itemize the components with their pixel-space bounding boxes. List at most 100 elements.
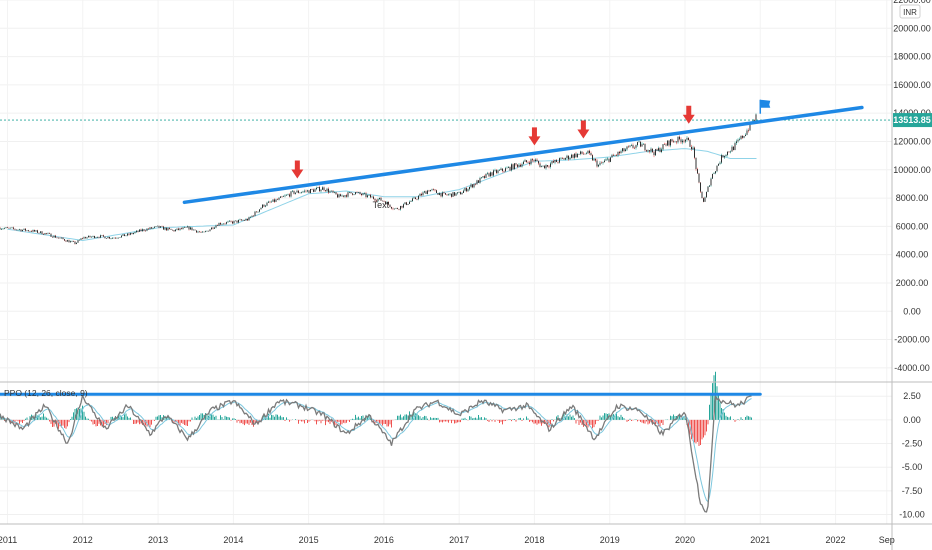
candle-body xyxy=(70,241,71,243)
candle-body xyxy=(446,194,448,196)
candle-body xyxy=(295,192,296,194)
candle-body xyxy=(508,166,509,168)
candle-body xyxy=(299,192,301,194)
candle-body xyxy=(580,151,581,154)
candle-body xyxy=(475,183,476,185)
candle-body xyxy=(59,237,61,239)
indicator-tick-label: -7.50 xyxy=(902,486,923,496)
candle-body xyxy=(190,227,191,230)
candle-body xyxy=(185,227,187,228)
candle-body xyxy=(224,223,226,225)
indicator-axis[interactable]: 2.50 0.00 -2.50 -5.00 -7.50 -10.00 xyxy=(899,391,925,519)
candle-body xyxy=(506,167,508,169)
candle-body xyxy=(298,190,299,193)
price-tick-label: 12000.00 xyxy=(893,136,931,146)
candle-body xyxy=(145,230,146,232)
currency-badge-frame xyxy=(899,4,921,19)
time-axis[interactable]: 2011 2012 2013 2014 2015 2016 2017 2018 2019 2020… xyxy=(0,535,895,545)
candle-body xyxy=(170,228,172,230)
candle-body xyxy=(616,155,617,156)
candle-body xyxy=(646,150,647,152)
price-pane[interactable]: Text xyxy=(0,99,892,245)
candle-body xyxy=(416,199,418,200)
candle-body xyxy=(319,187,320,192)
candle-body xyxy=(610,157,611,162)
candle-body xyxy=(296,190,298,193)
candle-body xyxy=(340,194,341,197)
candle-body xyxy=(644,144,646,151)
candle-body xyxy=(568,155,569,160)
candle-body xyxy=(469,186,470,190)
candle-body xyxy=(0,227,1,230)
candle-body xyxy=(43,234,44,235)
candle-body xyxy=(167,227,169,231)
candle-body xyxy=(683,140,685,142)
candle-body xyxy=(484,176,485,178)
candle-body xyxy=(563,158,565,160)
candle-body xyxy=(113,237,115,239)
candle-body xyxy=(76,242,77,244)
candle-body xyxy=(14,228,16,230)
candle-body xyxy=(44,233,46,235)
candle-body xyxy=(338,194,340,198)
candle-body xyxy=(122,234,124,236)
candle-body xyxy=(464,188,466,191)
candle-body xyxy=(592,155,593,161)
candle-body xyxy=(556,159,557,163)
candle-body xyxy=(199,231,200,233)
candle-body xyxy=(197,231,199,233)
candle-body xyxy=(154,226,155,228)
candle-body xyxy=(509,166,511,171)
candle-body xyxy=(64,239,65,241)
candle-body xyxy=(521,164,523,167)
candle-body xyxy=(577,154,578,158)
candle-body xyxy=(247,219,248,221)
candle-body xyxy=(241,219,242,221)
candle-body xyxy=(85,237,86,239)
candle-body xyxy=(512,164,514,170)
candle-body xyxy=(91,236,92,238)
ppo-pane[interactable]: PPO (12, 26, close, 9) xyxy=(0,371,762,513)
candle-body xyxy=(415,197,416,200)
candle-body xyxy=(376,200,377,202)
candle-body xyxy=(151,227,152,229)
candle-body xyxy=(136,230,137,233)
candle-body xyxy=(548,166,550,168)
candle-body xyxy=(62,237,64,240)
candle-body xyxy=(527,161,529,163)
candle-body xyxy=(110,238,112,239)
candle-body xyxy=(148,228,149,230)
candle-body xyxy=(442,192,443,197)
candle-body xyxy=(79,239,80,241)
currency-label: INR xyxy=(903,8,917,17)
candle-body xyxy=(289,194,290,197)
candle-body xyxy=(275,199,277,202)
candle-body xyxy=(448,194,449,196)
candle-body xyxy=(329,191,331,193)
candle-body xyxy=(142,229,143,232)
candle-body xyxy=(625,149,626,152)
candle-body xyxy=(389,204,391,208)
candle-body xyxy=(535,159,536,162)
candle-body xyxy=(356,192,358,193)
candle-body xyxy=(653,152,655,156)
candle-body xyxy=(292,190,293,192)
resistance-trend-line[interactable] xyxy=(182,105,864,205)
candle-body xyxy=(584,153,586,155)
candle-body xyxy=(547,165,548,167)
candle-body xyxy=(538,161,539,164)
candle-body xyxy=(434,189,436,191)
last-price-badge-bg xyxy=(893,113,932,128)
candle-body xyxy=(421,193,422,196)
candle-body xyxy=(302,191,304,193)
candle-body xyxy=(589,150,590,154)
candle-body xyxy=(452,192,454,197)
candle-body xyxy=(673,141,674,143)
candle-body xyxy=(380,197,382,201)
candle-body xyxy=(713,173,715,175)
candle-body xyxy=(595,159,596,161)
candle-body xyxy=(88,235,89,238)
candle-body xyxy=(719,162,721,164)
candle-body xyxy=(233,220,235,224)
